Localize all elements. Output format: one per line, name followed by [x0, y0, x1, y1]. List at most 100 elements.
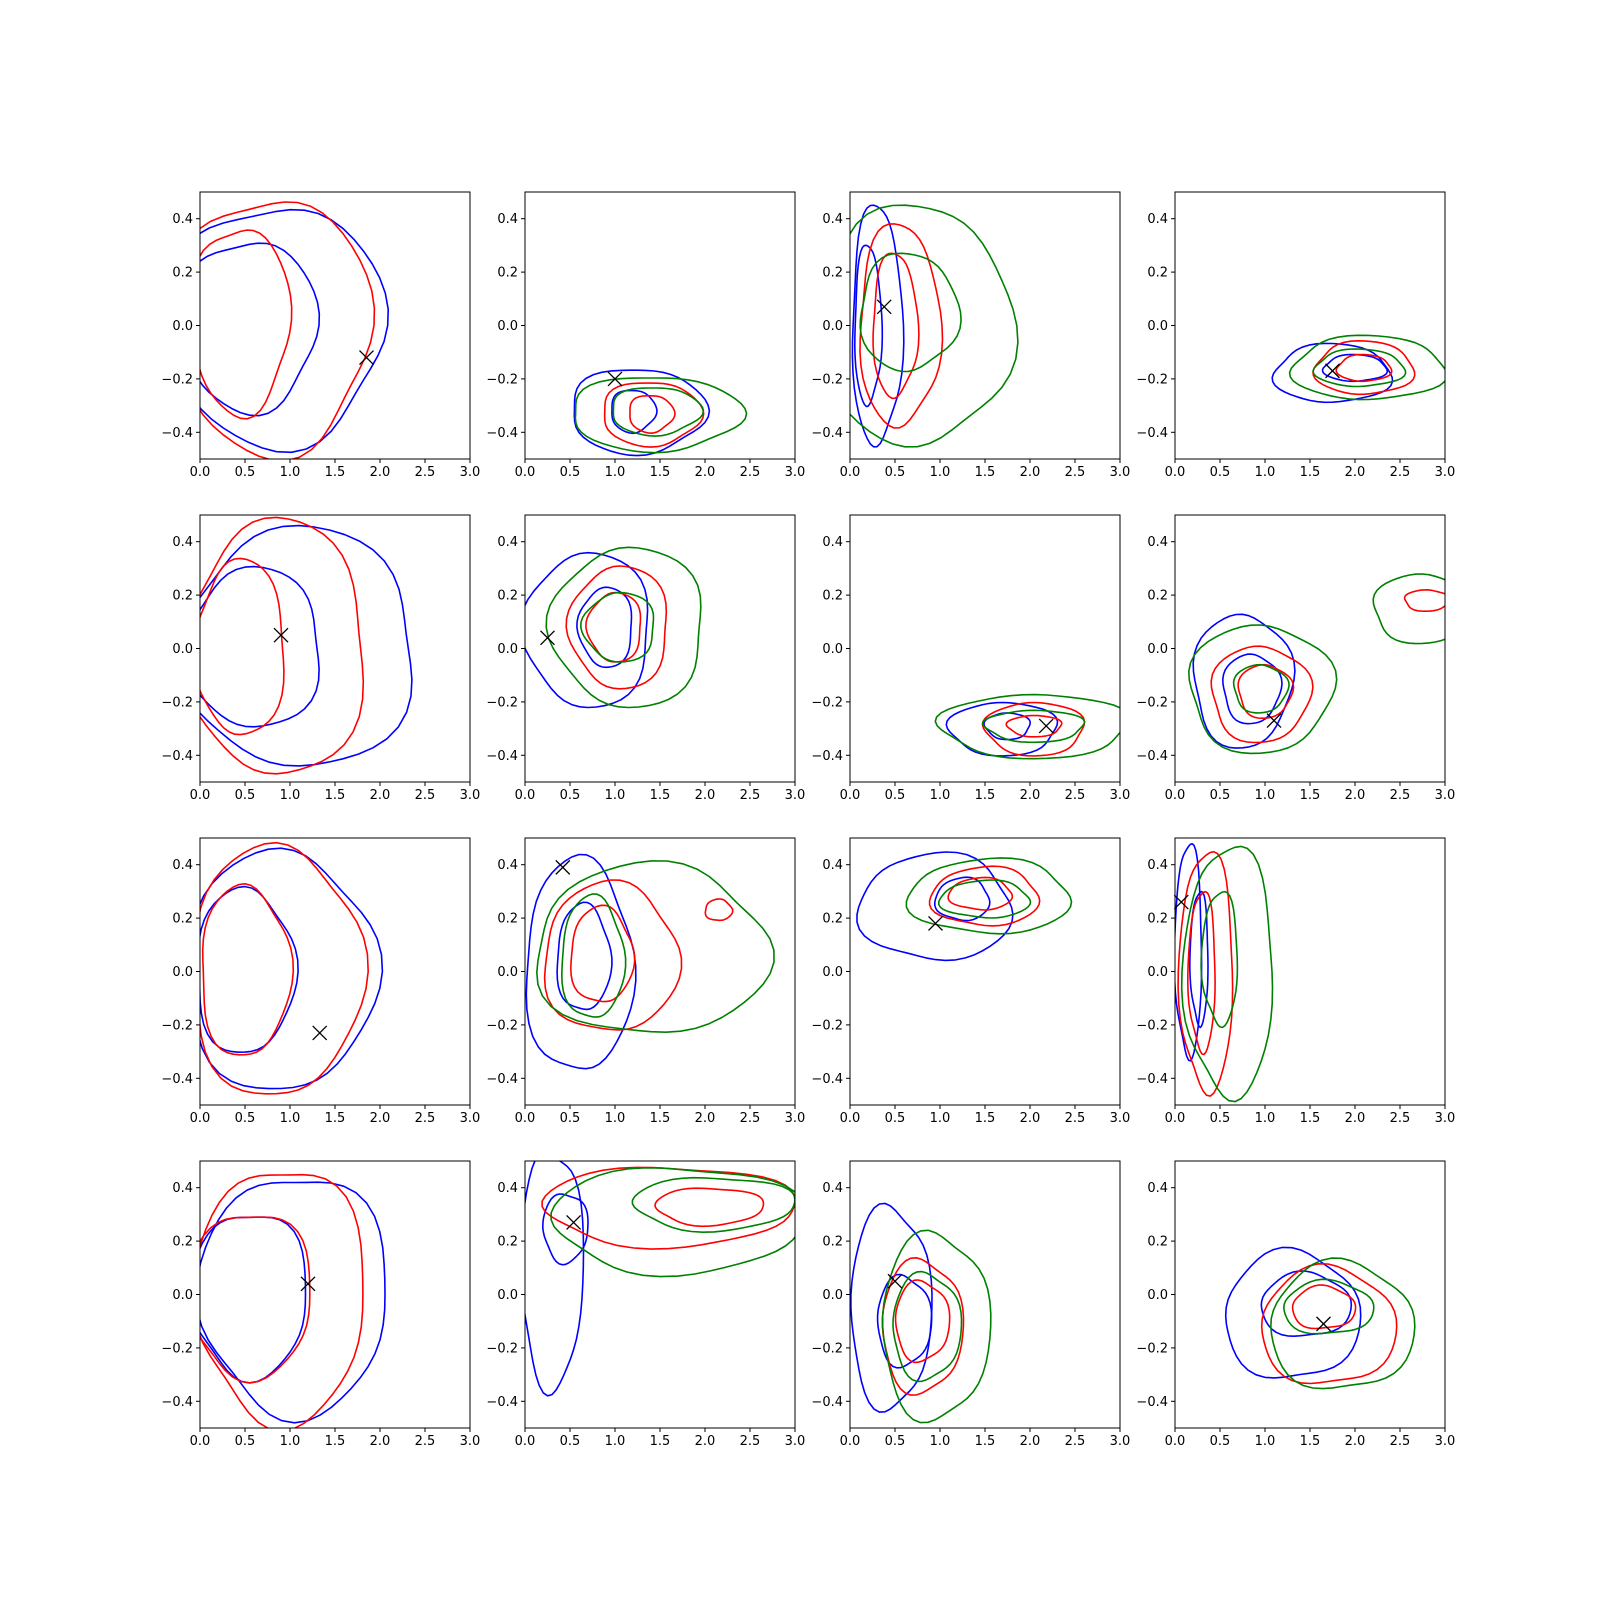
- y-tick-label: 0.4: [172, 1181, 193, 1196]
- y-tick-label: 0.4: [822, 535, 843, 550]
- y-tick-label: 0.0: [1147, 319, 1168, 334]
- y-tick-label: −0.2: [486, 1018, 518, 1033]
- y-tick-label: 0.0: [497, 642, 518, 657]
- y-tick-label: −0.2: [811, 1341, 843, 1356]
- blue-contour: [541, 1193, 589, 1266]
- red-contour: [200, 1173, 364, 1428]
- blue-contour: [525, 1161, 585, 1397]
- red-contour: [200, 557, 285, 736]
- y-tick-label: 0.0: [497, 965, 518, 980]
- x-tick-label: 0.5: [560, 465, 581, 480]
- axes-frame: [199, 837, 471, 1106]
- x-tick-label: 3.0: [785, 1111, 806, 1126]
- blue-contour: [556, 901, 613, 1011]
- x-tick-label: 2.0: [695, 788, 716, 803]
- x-tick-label: 2.0: [370, 1434, 391, 1449]
- y-tick-label: 0.4: [1147, 535, 1168, 550]
- green-contour: [981, 709, 1086, 744]
- x-tick-label: 3.0: [460, 465, 481, 480]
- x-marker: [887, 1273, 903, 1289]
- x-marker: [300, 1276, 316, 1292]
- y-tick-label: 0.4: [497, 212, 518, 227]
- x-marker: [607, 371, 623, 387]
- x-tick-label: 0.5: [235, 788, 256, 803]
- x-tick-label: 0.5: [885, 788, 906, 803]
- red-contour: [1335, 353, 1393, 383]
- contour-group: [200, 841, 384, 1095]
- x-tick-label: 1.5: [1300, 465, 1321, 480]
- x-tick-label: 2.0: [695, 1111, 716, 1126]
- x-tick-label: 2.0: [370, 788, 391, 803]
- x-tick-label: 2.5: [740, 1111, 761, 1126]
- y-tick-label: −0.2: [161, 1341, 193, 1356]
- y-tick-label: 0.4: [822, 858, 843, 873]
- blue-contour: [1192, 613, 1296, 749]
- y-tick-label: −0.4: [486, 1395, 518, 1410]
- x-tick-label: 0.0: [515, 1434, 536, 1449]
- blue-contour: [200, 847, 384, 1090]
- x-tick-label: 1.0: [605, 465, 626, 480]
- x-marker: [1173, 894, 1189, 910]
- panel-r2-c3: 0.0 0.5 1.0 1.5 2.0 2.5 3.0 0.4 0.2 0.0 −0.2 −0.4: [811, 514, 1130, 803]
- y-tick-label: 0.4: [497, 858, 518, 873]
- x-tick-label: 1.0: [280, 788, 301, 803]
- x-tick-label: 3.0: [785, 465, 806, 480]
- panel-r4-c2: 0.0 0.5 1.0 1.5 2.0 2.5 3.0 0.4 0.2 0.0 −0.2 −0.4: [486, 1160, 805, 1449]
- red-contour: [565, 565, 668, 690]
- x-tick-label: 2.5: [740, 1434, 761, 1449]
- y-tick-label: −0.4: [161, 1395, 193, 1410]
- contour-group: [934, 693, 1120, 760]
- green-contour: [560, 893, 627, 1018]
- y-tick-label: −0.4: [811, 749, 843, 764]
- x-tick-label: 0.0: [190, 1111, 211, 1126]
- y-tick-label: −0.2: [161, 372, 193, 387]
- panel-r1-c1: 0.0 0.5 1.0 1.5 2.0 2.5 3.0 0.4 0.2 0.0 −0.2 −0.4: [161, 191, 481, 480]
- axes-frame: [1174, 191, 1446, 460]
- green-contour: [1283, 1278, 1375, 1335]
- y-tick-label: 0.4: [497, 535, 518, 550]
- x-tick-label: 1.0: [930, 788, 951, 803]
- x-tick-label: 2.5: [415, 788, 436, 803]
- blue-contour: [1222, 653, 1283, 725]
- x-tick-label: 1.0: [605, 788, 626, 803]
- red-contour: [200, 201, 376, 459]
- y-tick-label: 0.0: [172, 642, 193, 657]
- x-tick-label: 1.5: [650, 1434, 671, 1449]
- x-tick-label: 3.0: [785, 788, 806, 803]
- x-tick-label: 0.5: [560, 1111, 581, 1126]
- x-tick-label: 1.5: [325, 788, 346, 803]
- x-tick-label: 0.0: [190, 788, 211, 803]
- axes-frame: [524, 191, 796, 460]
- x-tick-label: 0.5: [885, 1111, 906, 1126]
- axes-frame: [199, 1160, 471, 1429]
- x-marker: [273, 627, 289, 643]
- panel-r1-c3: 0.0 0.5 1.0 1.5 2.0 2.5 3.0 0.4 0.2 0.0 −0.2 −0.4: [811, 191, 1130, 480]
- blue-contour: [1189, 890, 1209, 1029]
- y-tick-label: 0.2: [497, 912, 518, 927]
- x-tick-label: 2.0: [1020, 465, 1041, 480]
- green-contour: [1288, 334, 1445, 401]
- green-contour: [574, 377, 748, 454]
- x-tick-label: 2.0: [1020, 1434, 1041, 1449]
- blue-contour: [200, 565, 320, 728]
- x-tick-label: 0.0: [1165, 465, 1186, 480]
- blue-contour: [200, 885, 299, 1053]
- x-tick-label: 0.5: [885, 465, 906, 480]
- panel-r4-c1: 0.0 0.5 1.0 1.5 2.0 2.5 3.0 0.4 0.2 0.0 −0.2 −0.4: [161, 1160, 480, 1449]
- blue-contour: [933, 876, 991, 922]
- x-tick-label: 2.5: [1065, 788, 1086, 803]
- green-contour: [892, 1270, 963, 1383]
- x-marker: [566, 1214, 582, 1230]
- green-contour: [1372, 573, 1445, 645]
- x-tick-label: 1.5: [325, 1434, 346, 1449]
- green-contour: [1270, 1257, 1416, 1390]
- x-tick-label: 0.5: [560, 788, 581, 803]
- x-tick-label: 1.5: [975, 788, 996, 803]
- x-tick-label: 1.0: [280, 1434, 301, 1449]
- blue-contour: [576, 586, 633, 669]
- x-tick-label: 3.0: [1435, 1434, 1456, 1449]
- x-tick-label: 1.0: [280, 1111, 301, 1126]
- green-contour: [579, 591, 655, 663]
- x-tick-label: 1.5: [650, 1111, 671, 1126]
